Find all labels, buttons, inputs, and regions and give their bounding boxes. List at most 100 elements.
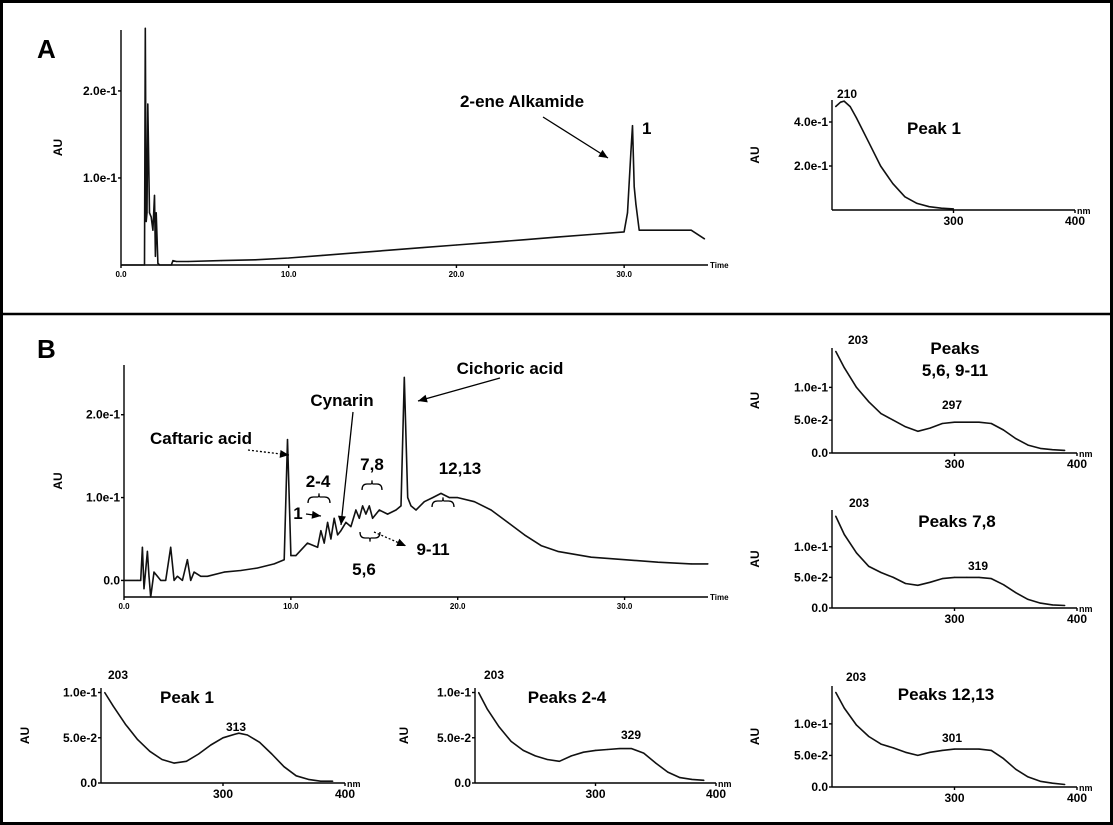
y-tick-label: 1.0e-1 xyxy=(83,171,117,185)
data-point xyxy=(880,413,882,415)
x-tick-label: 300 xyxy=(943,214,963,228)
data-point xyxy=(673,229,676,231)
data-point xyxy=(175,260,177,263)
brace-12-13 xyxy=(431,497,455,508)
data-point xyxy=(112,705,114,707)
arrow-alkamide-line xyxy=(542,116,609,159)
data-point xyxy=(582,751,585,753)
y-axis-label: AU xyxy=(51,139,65,156)
data-point xyxy=(283,559,285,561)
data-point xyxy=(978,421,980,423)
annotation-9-11: 9-11 xyxy=(416,540,449,559)
data-point xyxy=(917,754,919,757)
data-point xyxy=(104,691,106,694)
data-point xyxy=(1027,598,1029,601)
data-point xyxy=(432,497,434,499)
data-point xyxy=(295,555,297,557)
data-point xyxy=(631,748,633,750)
data-point xyxy=(200,575,202,577)
data-point xyxy=(679,777,681,779)
data-point xyxy=(159,264,161,266)
data-point xyxy=(1051,604,1054,606)
data-point xyxy=(407,497,409,499)
y-tick-label: 1.0e-1 xyxy=(437,686,471,700)
data-point xyxy=(540,545,542,547)
data-point xyxy=(690,229,692,231)
data-point xyxy=(498,726,500,728)
arrow-alkamide-head xyxy=(598,149,608,158)
data-point xyxy=(1051,782,1054,784)
spectrum-title-line: Peaks xyxy=(930,339,979,358)
spectrum-title: Peaks 2-4 xyxy=(528,688,607,707)
data-point xyxy=(170,264,172,266)
data-point xyxy=(892,419,894,421)
data-point xyxy=(221,260,223,262)
y-tick-label: 5.0e-2 xyxy=(794,413,828,427)
data-point xyxy=(590,233,592,236)
data-point xyxy=(868,401,870,403)
data-point xyxy=(990,578,992,580)
data-point xyxy=(849,106,851,108)
x-axis-label: Time xyxy=(710,593,729,602)
data-point xyxy=(867,141,870,143)
data-point xyxy=(457,497,459,499)
data-point xyxy=(1027,444,1029,446)
data-point xyxy=(966,576,968,579)
data-point xyxy=(187,260,189,263)
data-point xyxy=(523,534,526,536)
y-tick-label: 0.0 xyxy=(80,776,97,790)
x-tick-label: 0.0 xyxy=(115,270,127,279)
series-line xyxy=(834,350,1065,452)
annotation-peak-1-b: 1 xyxy=(293,504,302,523)
data-point xyxy=(144,27,146,29)
data-point xyxy=(929,427,931,429)
data-point xyxy=(150,596,152,598)
spectrum-title: Peak 1 xyxy=(160,688,214,707)
lambda-max-label: 203 xyxy=(484,668,504,682)
data-point xyxy=(978,748,980,750)
x-tick-label: 300 xyxy=(585,787,605,801)
x-tick-label: 10.0 xyxy=(283,602,299,611)
data-point xyxy=(1039,780,1041,782)
annotation-caftaric-acid: Caftaric acid xyxy=(150,429,252,448)
data-point xyxy=(395,509,397,511)
data-point xyxy=(259,741,261,743)
x-tick-label: 400 xyxy=(706,787,726,801)
data-point xyxy=(136,579,138,582)
data-point xyxy=(185,760,187,762)
data-point xyxy=(156,575,158,577)
data-point xyxy=(624,559,626,561)
data-point xyxy=(320,780,322,782)
data-point xyxy=(170,546,172,548)
data-point xyxy=(667,771,669,773)
data-point xyxy=(153,571,155,573)
data-point xyxy=(892,183,894,185)
arrow-alkamide xyxy=(542,116,609,159)
data-point xyxy=(917,430,919,432)
data-point xyxy=(990,422,992,425)
data-point xyxy=(147,103,149,105)
data-point xyxy=(868,565,870,568)
data-point xyxy=(855,724,858,726)
x-tick-label: 300 xyxy=(944,612,964,626)
chart-B-spec-12-13: 300 400 0.0 5.0e-2 1.0e-1 AU nm Peaks 12,13 203 3… xyxy=(748,670,1093,805)
data-point xyxy=(917,584,919,586)
data-point xyxy=(146,550,148,553)
data-point xyxy=(594,749,597,752)
data-point xyxy=(161,758,163,761)
data-point xyxy=(330,538,332,540)
data-point xyxy=(210,744,212,746)
data-point xyxy=(254,259,256,261)
chart-A-spec: 300 400 2.0e-1 4.0e-1 AU nm Peak 1 210 xyxy=(748,87,1091,228)
data-point xyxy=(638,229,640,231)
data-point xyxy=(590,556,592,558)
data-point xyxy=(238,732,240,734)
y-tick-label: 2.0e-1 xyxy=(86,408,120,422)
data-point xyxy=(198,753,200,755)
y-axis-label: AU xyxy=(397,727,411,744)
lambda-max-label: 203 xyxy=(849,496,869,510)
data-point xyxy=(140,579,142,582)
data-point xyxy=(1015,592,1017,594)
y-tick-label: 1.0e-1 xyxy=(794,540,828,554)
data-point xyxy=(290,555,292,557)
